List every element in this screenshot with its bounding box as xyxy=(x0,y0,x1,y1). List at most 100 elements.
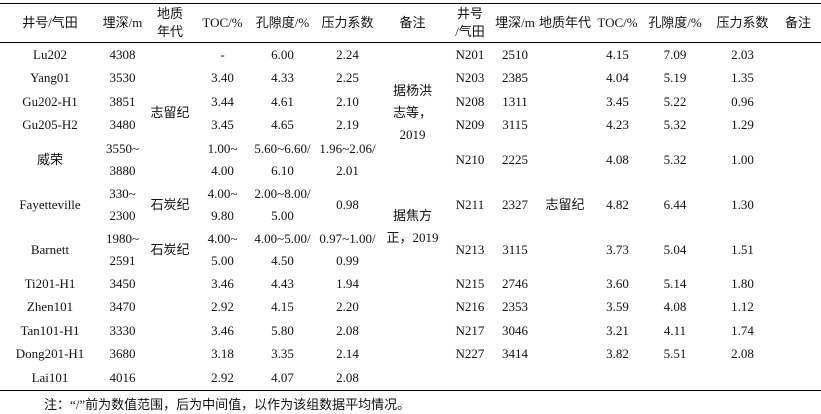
empty-cell xyxy=(535,366,595,391)
cell-line: 330~ xyxy=(109,185,136,201)
cell: 4.00~5.00/4.50 xyxy=(250,227,315,272)
table-row: Gu205-H2 3480 3.45 4.65 2.19 N209 3115 4.23 5.32… xyxy=(0,114,821,138)
cell: 1.29 xyxy=(731,117,754,133)
empty-cell xyxy=(145,319,195,343)
cell: 1.74 xyxy=(731,322,754,338)
cell: N201 xyxy=(455,46,485,62)
cell: 0.98 xyxy=(336,196,359,212)
cell-line: 5.00 xyxy=(271,207,294,223)
empty-cell xyxy=(145,343,195,367)
cell-line: 4.00 xyxy=(211,162,234,178)
cell: 4.00~ 9.80 xyxy=(195,182,250,227)
table-row: 威荣 3550~ 3880 1.00~ 4.00 5.60~6.60/6.10 1.96~2… xyxy=(0,137,821,182)
cell: N213 xyxy=(455,241,485,257)
table-row: Gu202-H1 3851 3.44 4.61 2.10 N208 1311 3.45 5.22… xyxy=(0,90,821,114)
empty-cell xyxy=(445,366,495,391)
empty-cell xyxy=(495,366,535,391)
cell: 2.08 xyxy=(336,322,359,338)
cell: 2.92 xyxy=(195,366,250,391)
empty-cell xyxy=(775,272,821,296)
cell: 2327 xyxy=(502,196,528,212)
cell: 2.10 xyxy=(336,93,359,109)
cell-line: 1.96~2.06/ xyxy=(319,140,376,156)
table-row: Barnett 1980~ 2591 石炭纪 4.00~ 5.00 4.00~5.00/4.… xyxy=(0,227,821,272)
cell: Barnett xyxy=(30,241,70,257)
cell: 0.96 xyxy=(731,93,754,109)
cell-line: 据杨洪 xyxy=(392,82,432,98)
table-row: Yang01 3530 3.40 4.33 2.25 N203 2385 4.04 5.19 1.… xyxy=(0,67,821,91)
cell: 3.60 xyxy=(606,275,629,291)
cell-line: 3550~ xyxy=(105,140,140,156)
header-row: 井号/气田 埋深/m 地质 年代 TOC/% 孔隙度/% 压力系数 备注 井号/气田 埋深/m 地质… xyxy=(0,3,821,43)
cell-line: 2019 xyxy=(399,126,426,142)
cell: 1.96~2.06/2.01 xyxy=(315,137,380,182)
cell: 2.19 xyxy=(336,117,359,133)
era-cell: 石炭纪 xyxy=(150,196,190,212)
header-cell: 压力系数 xyxy=(710,3,775,43)
cell: Yang01 xyxy=(30,70,70,86)
cell: 5.60~6.60/6.10 xyxy=(250,137,315,182)
cell: 2.08 xyxy=(731,346,754,362)
cell: 4.43 xyxy=(271,275,294,291)
cell: 2.03 xyxy=(731,46,754,62)
header-cell: 备注 xyxy=(775,3,821,43)
cell: 4.15 xyxy=(606,46,629,62)
cell-line: 4.50 xyxy=(271,252,294,268)
cell: 2.20 xyxy=(336,299,359,315)
note-cell: 据杨洪 志等， 2019 xyxy=(380,43,445,183)
empty-cell xyxy=(640,366,710,391)
table-row: Dong201-H1 3680 3.18 3.35 2.14 N227 3414 3.82 5.… xyxy=(0,343,821,367)
cell: 4.08 xyxy=(663,299,687,315)
cell: 1.00~ 4.00 xyxy=(195,137,250,182)
cell: 1.94 xyxy=(336,275,359,291)
header-cell: 地质年代 xyxy=(145,3,195,43)
cell-line: 2.01 xyxy=(336,162,359,178)
cell: 4.08 xyxy=(606,151,629,167)
empty-cell xyxy=(380,296,445,320)
empty-cell xyxy=(775,343,821,367)
cell-line: 正，2019 xyxy=(386,230,439,245)
cell-line: 年代 xyxy=(156,24,183,39)
cell-line: 地质 xyxy=(156,6,183,21)
header-cell: 埋深/m xyxy=(100,3,145,43)
empty-cell xyxy=(710,366,775,391)
cell-line: 5.60~6.60/ xyxy=(254,140,311,156)
cell: 4.15 xyxy=(271,299,294,315)
cell: 3.46 xyxy=(211,322,234,338)
cell: 2510 xyxy=(502,46,528,62)
empty-cell xyxy=(595,366,640,391)
cell: 2.25 xyxy=(336,70,359,86)
era-cell: 志留纪 xyxy=(545,196,585,212)
empty-cell xyxy=(775,67,821,91)
table-row: Lu202 4308 志留纪 - 6.00 2.24 据杨洪 志等， 2019 N201 2510 志… xyxy=(0,43,821,212)
cell-line: 1.00~ xyxy=(207,140,238,156)
empty-cell xyxy=(380,366,445,391)
cell: 4.61 xyxy=(271,93,294,109)
empty-cell xyxy=(775,227,821,272)
cell: 2.92 xyxy=(211,299,234,315)
header-cell: 备注 xyxy=(380,3,445,43)
empty-cell xyxy=(775,182,821,227)
cell: 4.23 xyxy=(606,117,629,133)
cell: 1.80 xyxy=(731,275,754,291)
cell: 3550~ 3880 xyxy=(100,137,145,182)
cell: 5.32 xyxy=(663,151,687,167)
cell: 0.97~1.00/0.99 xyxy=(315,227,380,272)
cell-line: 3880 xyxy=(109,162,136,178)
cell: 1980~ 2591 xyxy=(100,227,145,272)
cell: 330~ 2300 xyxy=(100,182,145,227)
cell: Tan101-H1 xyxy=(20,322,80,338)
empty-cell xyxy=(775,43,821,67)
table-row: Ti201-H1 3450 3.46 4.43 1.94 N215 2746 3.60 5.14… xyxy=(0,272,821,296)
data-table: 井号/气田 埋深/m 地质 年代 TOC/% 孔隙度/% 压力系数 备注 井号/气田 埋深/m 地质… xyxy=(0,3,821,391)
cell-line: 4.00~ xyxy=(207,230,238,246)
table-row: Zhen101 3470 2.92 4.15 2.20 N216 2353 3.59 4.08 1… xyxy=(0,296,821,320)
cell: 4.07 xyxy=(250,366,315,391)
cell: Dong201-H1 xyxy=(15,346,85,362)
cell: 2746 xyxy=(502,275,528,291)
cell: 3.44 xyxy=(211,93,234,109)
empty-cell xyxy=(775,296,821,320)
cell: N203 xyxy=(455,70,485,86)
cell: 5.22 xyxy=(663,93,687,109)
empty-cell xyxy=(775,90,821,114)
